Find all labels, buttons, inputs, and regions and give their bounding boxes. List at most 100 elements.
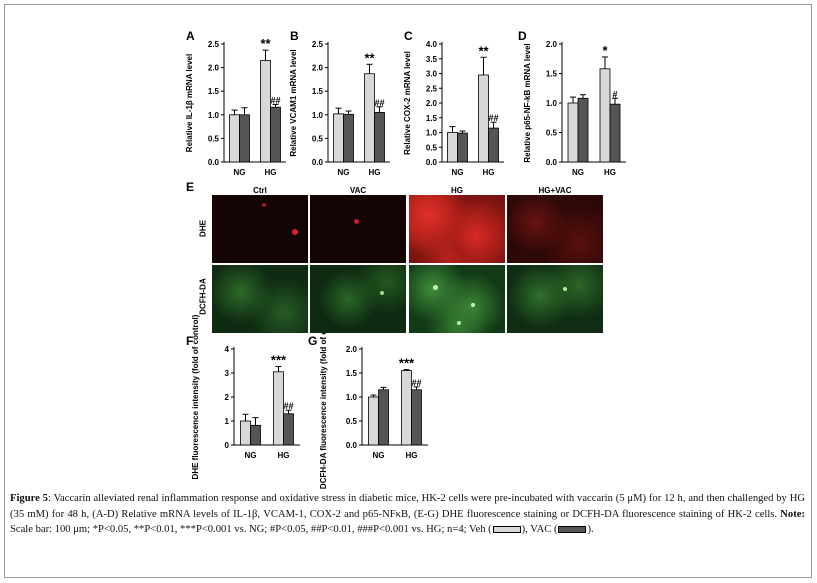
bar-c [457, 132, 468, 163]
x-tick-label-d: HG [604, 168, 616, 177]
y-tick-label-f: 3 [225, 369, 230, 378]
significance-label-c: ## [488, 113, 498, 123]
x-tick-label-c: NG [452, 168, 464, 177]
panel-letter-a: A [186, 29, 195, 43]
panel-letter-b: B [290, 29, 299, 43]
chart-panel-a: A Relative IL-1β mRNA level 0.0 0.5 1.0 1.5 2.… [185, 29, 296, 185]
y-tick-label-a: 0.0 [208, 158, 220, 167]
legend-swatch-veh [492, 526, 521, 534]
col-label-ctrl: Ctrl [253, 186, 267, 195]
y-tick-label-g: 0.0 [346, 441, 358, 450]
y-tick-label-b: 0.5 [312, 134, 324, 143]
y-tick-label-d: 2.0 [546, 40, 558, 49]
y-tick-label-c: 0.0 [426, 158, 438, 167]
col-label-hg: HG [451, 186, 463, 195]
micrograph-dcfh-vac [310, 265, 406, 333]
x-tick-label-b: HG [369, 168, 381, 177]
bar-d [567, 102, 579, 163]
y-tick-label-b: 2.0 [312, 64, 324, 73]
y-tick-label-d: 0.0 [546, 158, 558, 167]
significance-label-d: * [602, 43, 608, 58]
bar-a [270, 106, 281, 163]
micrograph-dhe-ctrl [212, 195, 308, 263]
bar-a [239, 114, 250, 163]
y-tick-label-c: 2.0 [426, 99, 438, 108]
y-tick-label-a: 1.0 [208, 111, 220, 120]
significance-label-a: ## [270, 95, 280, 105]
y-tick-label-g: 1.0 [346, 393, 358, 402]
bar-g [368, 396, 379, 446]
y-tick-label-c: 1.0 [426, 129, 438, 138]
bar-f [250, 424, 261, 446]
significance-label-b: ** [364, 50, 375, 65]
panel-e-letter: E [186, 180, 195, 194]
panel-letter-c: C [404, 29, 413, 43]
panel-letter-g: G [308, 334, 317, 348]
micrograph-dhe-vac [310, 195, 406, 263]
y-tick-label-c: 2.5 [426, 84, 438, 93]
bar-b [364, 73, 375, 163]
x-tick-label-a: HG [265, 168, 277, 177]
x-tick-label-d: NG [572, 168, 584, 177]
y-tick-label-b: 1.5 [312, 87, 324, 96]
bar-a [229, 114, 240, 163]
micrograph-dcfh-hg [409, 265, 505, 333]
micrograph-dcfh-ctrl [212, 265, 308, 333]
y-axis-label-f: DHE fluorescence intensity (fold of cont… [191, 314, 200, 479]
bar-d [577, 97, 589, 163]
significance-label-c: ** [478, 43, 489, 58]
significance-label-d: # [612, 89, 617, 99]
bar-c [447, 132, 458, 163]
y-tick-label-b: 0.0 [312, 158, 324, 167]
y-tick-label-g: 0.5 [346, 417, 358, 426]
x-tick-label-f: NG [245, 451, 257, 460]
x-tick-label-a: NG [234, 168, 246, 177]
caption-text-3: ), VAC ( [521, 524, 558, 536]
bar-c [488, 127, 499, 163]
bar-b [374, 112, 385, 163]
y-tick-label-f: 4 [225, 345, 230, 354]
caption-text-2: Scale bar: 100 μm; *P<0.05, **P<0.01, **… [10, 524, 492, 536]
y-tick-label-d: 0.5 [546, 129, 558, 138]
legend-swatch-vac [558, 526, 587, 534]
y-tick-label-c: 0.5 [426, 143, 438, 152]
y-axis-label-a: Relative IL-1β mRNA level [185, 54, 194, 152]
bar-f [273, 371, 284, 446]
bar-d [609, 103, 621, 163]
significance-label-g: ## [411, 378, 421, 388]
bar-f [283, 413, 294, 446]
y-tick-label-a: 2.0 [208, 64, 220, 73]
col-label-hg-vac: HG+VAC [538, 186, 572, 195]
y-axis-label-b: Relative VCAM1 mRNA level [289, 49, 298, 156]
significance-label-f: *** [271, 353, 287, 368]
chart-panel-b: B Relative VCAM1 mRNA level 0.0 0.5 1.0 1.5 2.… [289, 29, 400, 185]
caption-text-1: : Vaccarin alleviated renal inflammation… [10, 493, 805, 520]
bar-b [333, 113, 344, 163]
panel-letter-f: F [186, 334, 193, 348]
chart-panel-c: C Relative COX-2 mRNA level 0.0 0.5 1.0 1.5 2.… [403, 29, 514, 185]
panel-letter-d: D [518, 29, 527, 43]
y-tick-label-b: 1.0 [312, 111, 324, 120]
row-label-dhe: DHE [198, 220, 208, 237]
row-label-dcfh-da: DCFH-DA [198, 278, 208, 315]
bar-g [411, 389, 422, 446]
y-tick-label-c: 3.0 [426, 70, 438, 79]
x-tick-label-g: NG [373, 451, 385, 460]
significance-label-b: ## [374, 98, 384, 108]
col-label-vac: VAC [349, 186, 367, 195]
y-tick-label-c: 3.5 [426, 55, 438, 64]
figure-frame [4, 4, 812, 578]
significance-label-a: ** [260, 36, 271, 51]
x-tick-label-b: NG [338, 168, 350, 177]
y-tick-label-d: 1.5 [546, 70, 558, 79]
y-tick-label-a: 0.5 [208, 134, 220, 143]
y-tick-label-b: 2.5 [312, 40, 324, 49]
y-axis-label-d: Relative p65-NF-kB mRNA level [523, 43, 532, 162]
micrograph-dhe-hg-vac [507, 195, 603, 263]
y-tick-label-f: 2 [225, 393, 230, 402]
x-tick-label-c: HG [483, 168, 495, 177]
y-axis-label-c: Relative COX-2 mRNA level [403, 51, 412, 155]
caption-text-4: ). [587, 524, 594, 536]
y-tick-label-d: 1.0 [546, 99, 558, 108]
y-tick-label-c: 4.0 [426, 40, 438, 49]
